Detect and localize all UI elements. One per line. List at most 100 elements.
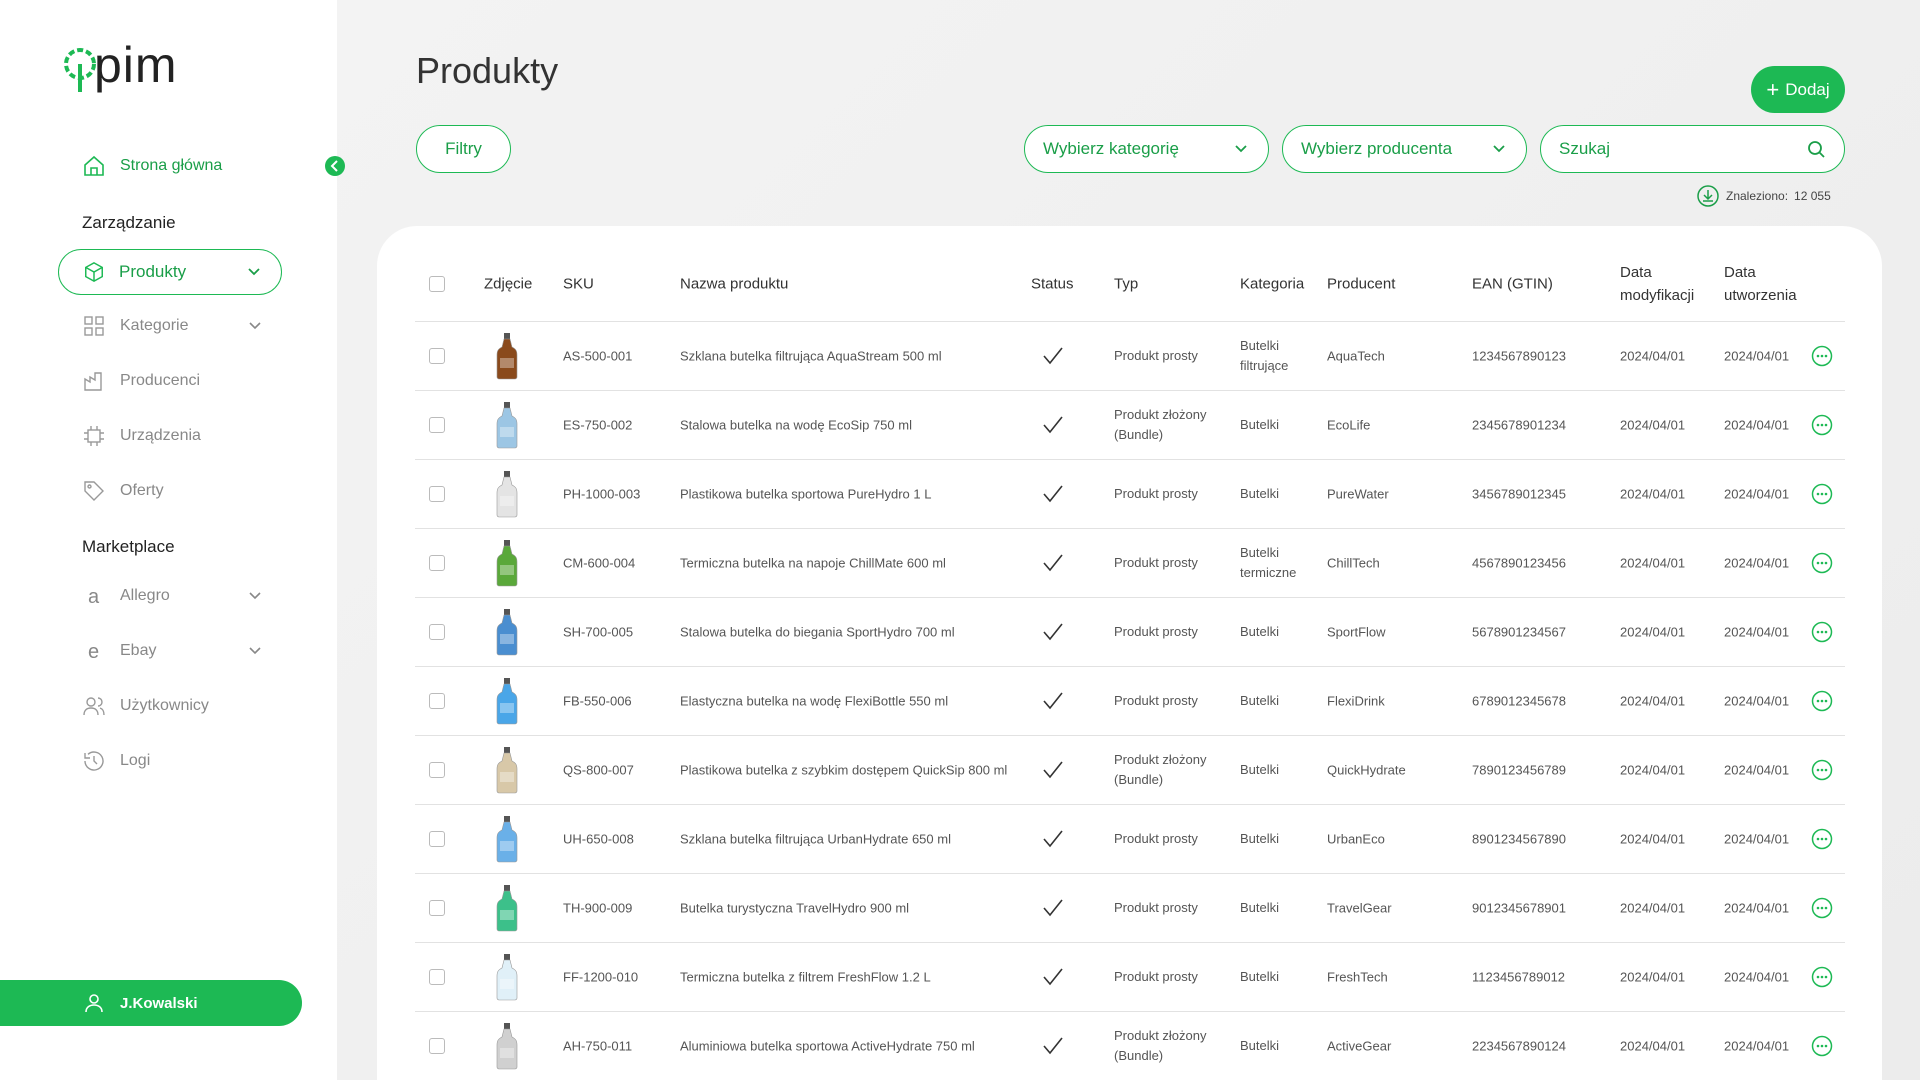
row-divider [415, 804, 1845, 805]
row-divider [415, 666, 1845, 667]
cell-producer: TravelGear [1327, 900, 1392, 915]
status-icon [1042, 345, 1064, 367]
select-label: Wybierz kategorię [1043, 139, 1179, 158]
cell-created: 2024/04/01 [1724, 624, 1790, 639]
sidebar: pim Strona główna Zarządzanie Produkty K… [0, 0, 345, 1080]
cell-sku: FB-550-006 [563, 693, 632, 708]
section-title: Zarządzanie [82, 213, 176, 232]
table-card: Zdjęcie SKU Nazwa produktu Status Typ Kategor… [377, 226, 1882, 1080]
cell-name: Szklana butelka filtrująca UrbanHydrate … [680, 831, 951, 846]
nav-item[interactable]: Logi [82, 749, 150, 773]
nav-home[interactable]: Strona główna [82, 154, 222, 178]
nav-active[interactable]: Produkty [58, 249, 282, 295]
nav-item[interactable]: a Allegro [82, 584, 170, 608]
nav-item[interactable]: e Ebay [82, 639, 156, 663]
nav-label: Strona główna [120, 157, 223, 174]
cell-sku: TH-900-009 [563, 900, 633, 915]
cell-modified: 2024/04/01 [1620, 900, 1686, 915]
cell-ean: 8901234567890 [1472, 831, 1566, 846]
row-checkbox[interactable] [429, 830, 445, 847]
row-divider [415, 390, 1845, 391]
nav-item[interactable]: Producenci [82, 369, 200, 393]
nav-label: Użytkownicy [120, 697, 209, 714]
row-actions[interactable] [1811, 552, 1833, 574]
nav-label: Kategorie [120, 317, 189, 334]
status-icon [1042, 690, 1064, 712]
cell-category: Butelki [1240, 692, 1280, 708]
cell-name: Elastyczna butelka na wodę FlexiBottle 5… [680, 693, 949, 708]
row-checkbox[interactable] [429, 416, 445, 433]
nav-item[interactable]: Urządzenia [82, 424, 201, 448]
column-header: SKU [563, 275, 594, 293]
search-input[interactable]: Szukaj [1540, 125, 1845, 173]
cell-type: Produkt prosty [1114, 485, 1198, 501]
row-checkbox[interactable] [429, 761, 445, 778]
user-name: J.Kowalski [120, 994, 198, 1012]
cell-ean: 3456789012345 [1472, 486, 1566, 501]
cell-modified: 2024/04/01 [1620, 762, 1686, 777]
collapse-toggle[interactable] [325, 156, 345, 176]
cell-category: Butelki filtrujące [1240, 337, 1289, 373]
cell-sku: AS-500-001 [563, 348, 633, 363]
row-actions[interactable] [1811, 414, 1833, 436]
row-checkbox[interactable] [429, 692, 445, 709]
nav-item[interactable]: Oferty [82, 479, 164, 503]
download-icon[interactable] [1696, 184, 1720, 208]
cell-ean: 9012345678901 [1472, 900, 1566, 915]
cell-sku: SH-700-005 [563, 624, 634, 639]
row-checkbox[interactable] [429, 623, 445, 640]
row-actions[interactable] [1811, 1035, 1833, 1057]
row-divider [415, 321, 1845, 322]
cell-sku: UH-650-008 [563, 831, 634, 846]
row-actions[interactable] [1811, 345, 1833, 367]
cell-type: Produkt złożony (Bundle) [1114, 751, 1207, 787]
svg-text:a: a [88, 586, 100, 608]
filters-button[interactable]: Filtry [416, 125, 511, 173]
status-icon [1042, 1035, 1064, 1057]
cell-created: 2024/04/01 [1724, 417, 1790, 432]
row-checkbox[interactable] [429, 1037, 445, 1054]
row-actions[interactable] [1811, 897, 1833, 919]
product-image [494, 1022, 520, 1070]
column-header: Data utworzenia [1724, 264, 1797, 304]
category-select[interactable]: Wybierz kategorię [1024, 125, 1269, 173]
row-divider [415, 528, 1845, 529]
found-info: Znaleziono: 12 055 [1696, 184, 1831, 208]
row-actions[interactable] [1811, 690, 1833, 712]
cell-modified: 2024/04/01 [1620, 624, 1686, 639]
row-actions[interactable] [1811, 966, 1833, 988]
nav-label: Urządzenia [120, 427, 201, 444]
row-checkbox[interactable] [429, 968, 445, 985]
row-checkbox[interactable] [429, 554, 445, 571]
row-checkbox[interactable] [429, 347, 445, 364]
column-header: Kategoria [1240, 275, 1305, 293]
row-actions[interactable] [1811, 828, 1833, 850]
cell-producer: EcoLife [1327, 417, 1371, 432]
cell-type: Produkt prosty [1114, 968, 1198, 984]
status-icon [1042, 621, 1064, 643]
cell-modified: 2024/04/01 [1620, 1038, 1686, 1053]
found-count: 12 055 [1794, 189, 1831, 203]
product-image [494, 953, 520, 1001]
nav-label: Produkty [119, 262, 187, 281]
cell-name: Aluminiowa butelka sportowa ActiveHydrat… [680, 1038, 975, 1053]
add-label: Dodaj [1785, 79, 1830, 99]
producer-select[interactable]: Wybierz producenta [1282, 125, 1527, 173]
cell-name: Szklana butelka filtrująca AquaStream 50… [680, 348, 942, 363]
nav-item[interactable]: Kategorie [82, 314, 189, 338]
cell-modified: 2024/04/01 [1620, 417, 1686, 432]
cell-type: Produkt prosty [1114, 347, 1198, 363]
row-actions[interactable] [1811, 483, 1833, 505]
nav-item[interactable]: Użytkownicy [82, 694, 209, 718]
row-actions[interactable] [1811, 621, 1833, 643]
user-button[interactable]: J.Kowalski [0, 980, 302, 1026]
cell-created: 2024/04/01 [1724, 762, 1790, 777]
column-header: Data modyfikacji [1620, 264, 1695, 304]
header-checkbox[interactable] [429, 276, 445, 292]
row-checkbox[interactable] [429, 899, 445, 916]
add-button[interactable]: + Dodaj [1751, 66, 1845, 113]
row-actions[interactable] [1811, 759, 1833, 781]
product-image [494, 815, 520, 863]
row-checkbox[interactable] [429, 485, 445, 502]
cell-producer: FreshTech [1327, 969, 1388, 984]
